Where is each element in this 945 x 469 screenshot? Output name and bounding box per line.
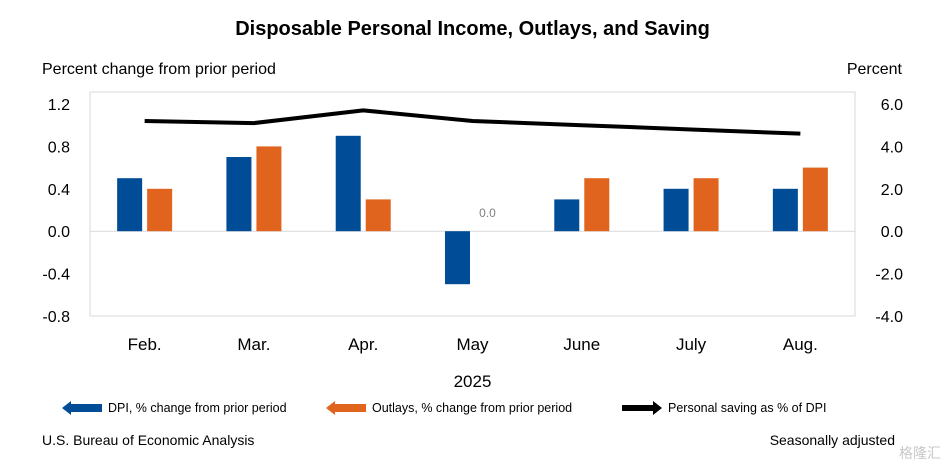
- left-tick-label: 0.4: [48, 182, 70, 199]
- legend-saving-arrow-icon: [622, 401, 662, 415]
- legend-item-outlays: Outlays, % change from prior period: [326, 398, 572, 418]
- chart-title: Disposable Personal Income, Outlays, and…: [235, 18, 710, 40]
- category-label: June: [563, 335, 600, 354]
- right-tick-label: 0.0: [881, 224, 903, 241]
- category-label: Feb.: [128, 335, 162, 354]
- right-axis-label: Percent: [846, 61, 902, 78]
- dpi-bar: [554, 199, 580, 232]
- category-label: July: [676, 335, 707, 354]
- legend-label: Outlays, % change from prior period: [372, 401, 573, 415]
- seasonal-note: Seasonally adjusted: [769, 432, 895, 448]
- watermark-text: 格隆汇: [899, 445, 941, 461]
- source-note: U.S. Bureau of Economic Analysis: [42, 432, 255, 448]
- legend-item-saving: Personal saving as % of DPI: [622, 398, 826, 418]
- right-tick-label: 2.0: [881, 182, 903, 199]
- category-label: Mar.: [237, 335, 270, 354]
- x-axis-title: 2025: [453, 372, 492, 391]
- dpi-bar: [772, 188, 798, 232]
- left-tick-label: -0.4: [42, 267, 70, 284]
- right-tick-label: 6.0: [881, 97, 903, 114]
- category-label: Apr.: [348, 335, 378, 354]
- outlays-bar: [147, 188, 173, 232]
- legend-dpi-arrow-icon: [62, 401, 102, 415]
- dpi-bar: [117, 178, 143, 232]
- legend-outlays-arrow-icon: [326, 401, 366, 415]
- right-tick-label: -4.0: [875, 309, 903, 326]
- outlays-bar: [365, 199, 391, 232]
- category-label: May: [456, 335, 489, 354]
- plot-frame: [89, 91, 856, 317]
- outlays-bar: [584, 178, 610, 232]
- outlays-bar: [256, 146, 282, 232]
- saving-rate-line: [144, 108, 801, 136]
- zero-value-label: 0.0: [479, 206, 496, 220]
- dpi-bar: [335, 135, 361, 232]
- right-tick-label: -2.0: [875, 267, 903, 284]
- legend-label: DPI, % change from prior period: [108, 401, 287, 415]
- right-tick-label: 4.0: [881, 139, 903, 156]
- dpi-bar: [445, 231, 470, 285]
- legend-item-dpi: DPI, % change from prior period: [62, 398, 287, 418]
- left-tick-label: 0.0: [48, 224, 70, 241]
- dpi-bar: [226, 157, 252, 232]
- legend-label: Personal saving as % of DPI: [668, 401, 827, 415]
- left-tick-label: 1.2: [48, 97, 70, 114]
- outlays-bar: [693, 178, 719, 232]
- category-label: Aug.: [783, 335, 818, 354]
- left-tick-label: 0.8: [48, 139, 70, 156]
- left-axis-label: Percent change from prior period: [42, 61, 276, 78]
- dpi-bar: [663, 188, 689, 232]
- left-tick-label: -0.8: [42, 309, 70, 326]
- outlays-bar: [802, 167, 828, 232]
